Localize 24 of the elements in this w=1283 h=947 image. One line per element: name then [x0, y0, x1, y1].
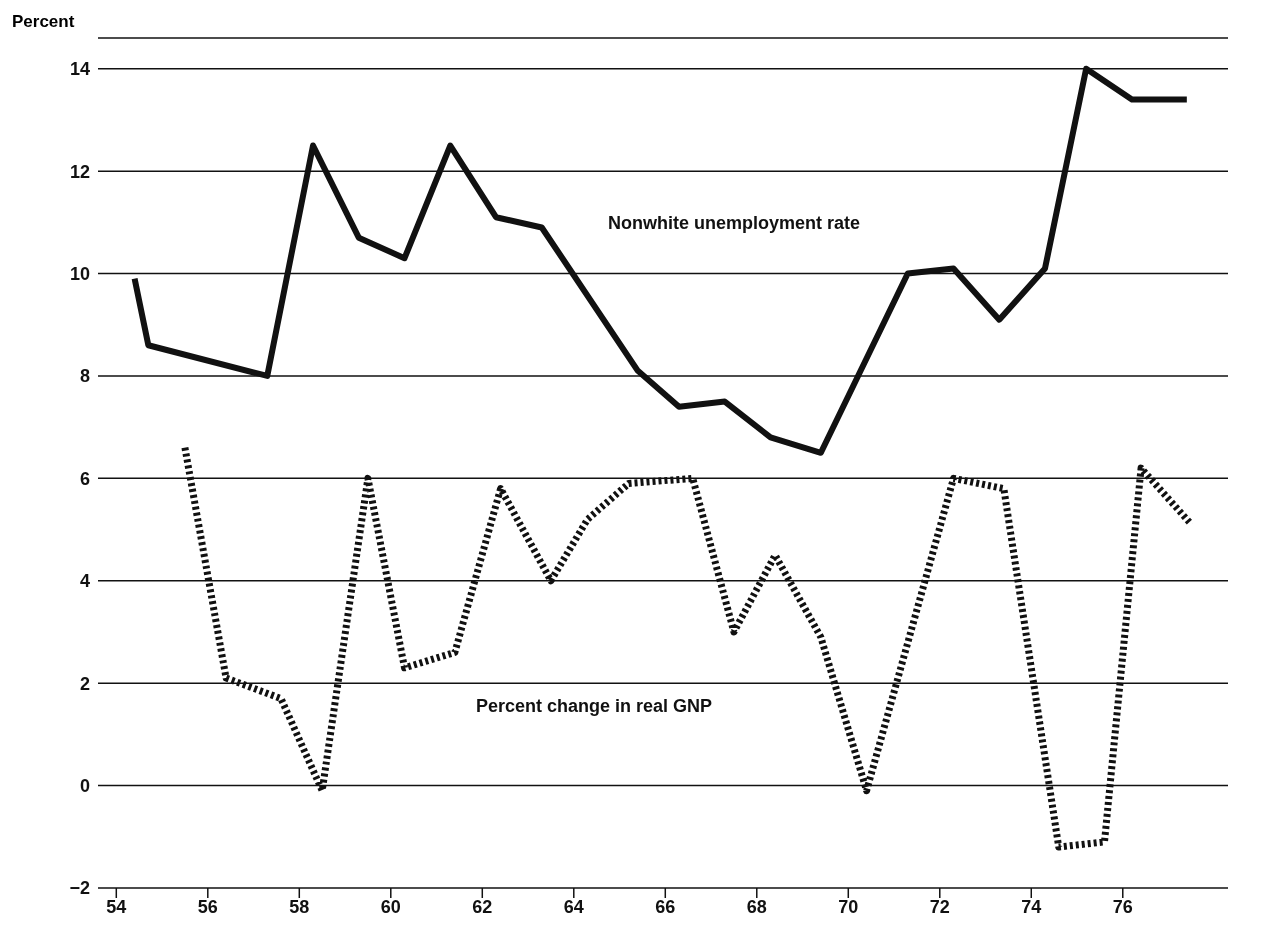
x-tick-label: 62 — [472, 896, 493, 917]
y-tick-label: 8 — [79, 366, 90, 387]
x-tick-label: 56 — [197, 896, 218, 917]
y-tick-label: 6 — [79, 468, 90, 489]
x-tick-label: 60 — [380, 896, 401, 917]
y-tick-label: 0 — [79, 775, 90, 796]
x-tick-label: 72 — [929, 896, 950, 917]
x-tick-label: 68 — [746, 896, 767, 917]
x-tick-label: 58 — [289, 896, 310, 917]
x-tick-label: 64 — [563, 896, 584, 917]
y-tick-label: 2 — [79, 673, 90, 694]
text: Percent change in real GNP — [476, 696, 713, 717]
y-tick-label: 14 — [69, 59, 90, 80]
text: Nonwhite unemployment rate — [608, 213, 861, 234]
y-tick-label: 10 — [69, 263, 90, 284]
y-tick-label: 4 — [79, 571, 90, 592]
x-tick-label: 76 — [1112, 896, 1133, 917]
x-tick-label: 54 — [106, 896, 127, 917]
y-tick-label: −2 — [69, 878, 90, 899]
x-tick-label: 70 — [838, 896, 859, 917]
x-tick-label: 66 — [655, 896, 676, 917]
y-axis-title: Percent — [12, 12, 75, 32]
y-tick-label: 12 — [69, 161, 90, 182]
x-tick-label: 74 — [1021, 896, 1042, 917]
